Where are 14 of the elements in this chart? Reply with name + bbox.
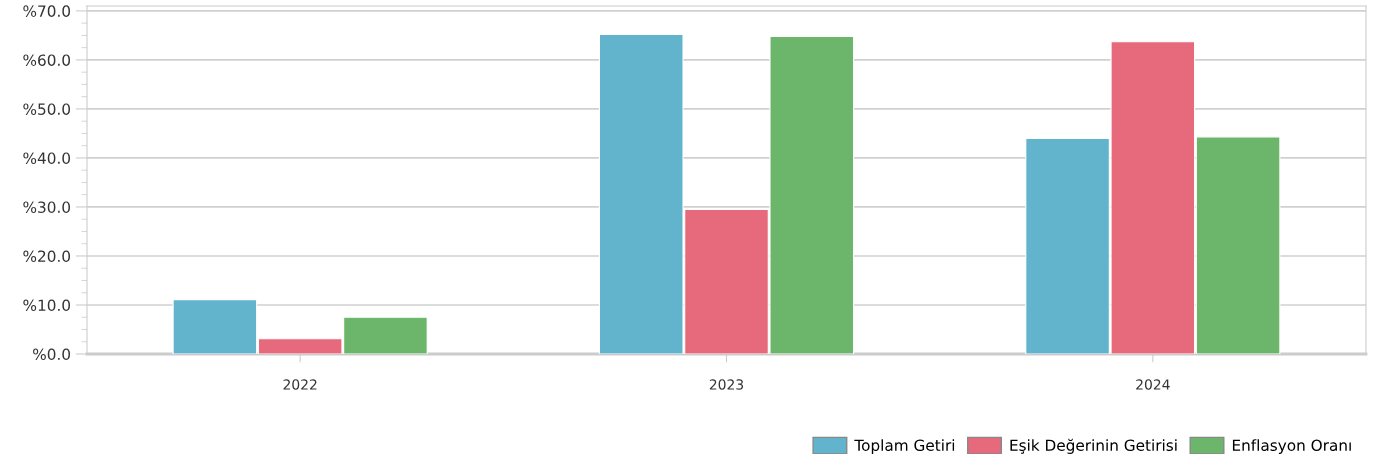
legend-label: Eşik Değerinin Getirisi [1010,438,1177,454]
y-tick-label: %70.0 [23,5,71,17]
legend-label: Toplam Getiri [854,439,955,454]
y-tick-label: %60.0 [23,54,71,66]
y-tick-label: %30.0 [23,201,71,213]
legend-label: Enflasyon Oranı [1232,439,1351,454]
y-tick-label: %50.0 [23,103,71,115]
x-tick-label: 2022 [283,379,317,390]
x-tick-label: 2024 [1136,379,1170,390]
y-tick-label: %20.0 [23,250,71,262]
y-tick-label: %0.0 [33,348,71,361]
y-tick-label: %40.0 [23,152,71,164]
y-tick-label: %10.0 [23,299,71,312]
x-tick-label: 2023 [709,379,744,390]
